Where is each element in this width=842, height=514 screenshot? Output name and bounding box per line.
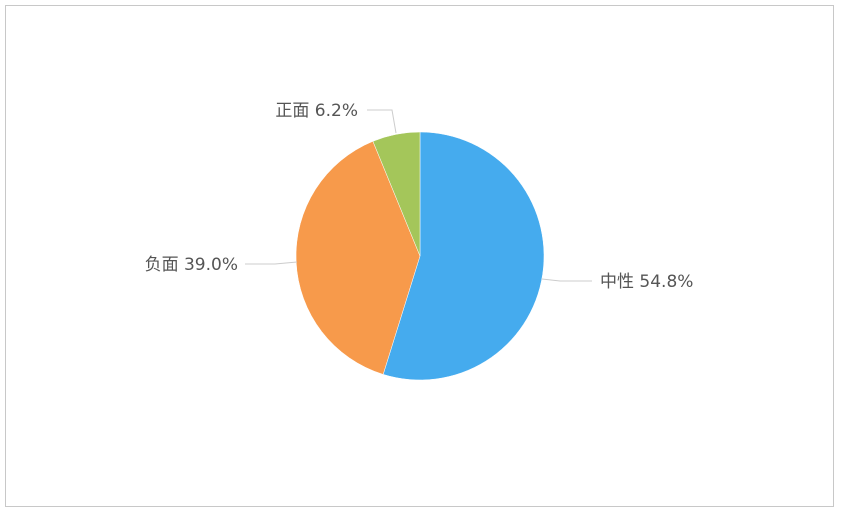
slice-label-negative: 负面 39.0% (145, 255, 238, 275)
pie-slice-positive[interactable] (372, 131, 421, 257)
label-line-negative (245, 261, 298, 265)
pie-slice-neutral[interactable] (382, 131, 545, 381)
label-line-positive (367, 109, 397, 134)
pie-slice-negative[interactable] (295, 140, 421, 375)
label-line-neutral (541, 278, 592, 282)
chart-frame (5, 5, 834, 507)
slice-label-positive: 正面 6.2% (275, 101, 358, 121)
slice-label-neutral: 中性 54.8% (600, 272, 693, 292)
